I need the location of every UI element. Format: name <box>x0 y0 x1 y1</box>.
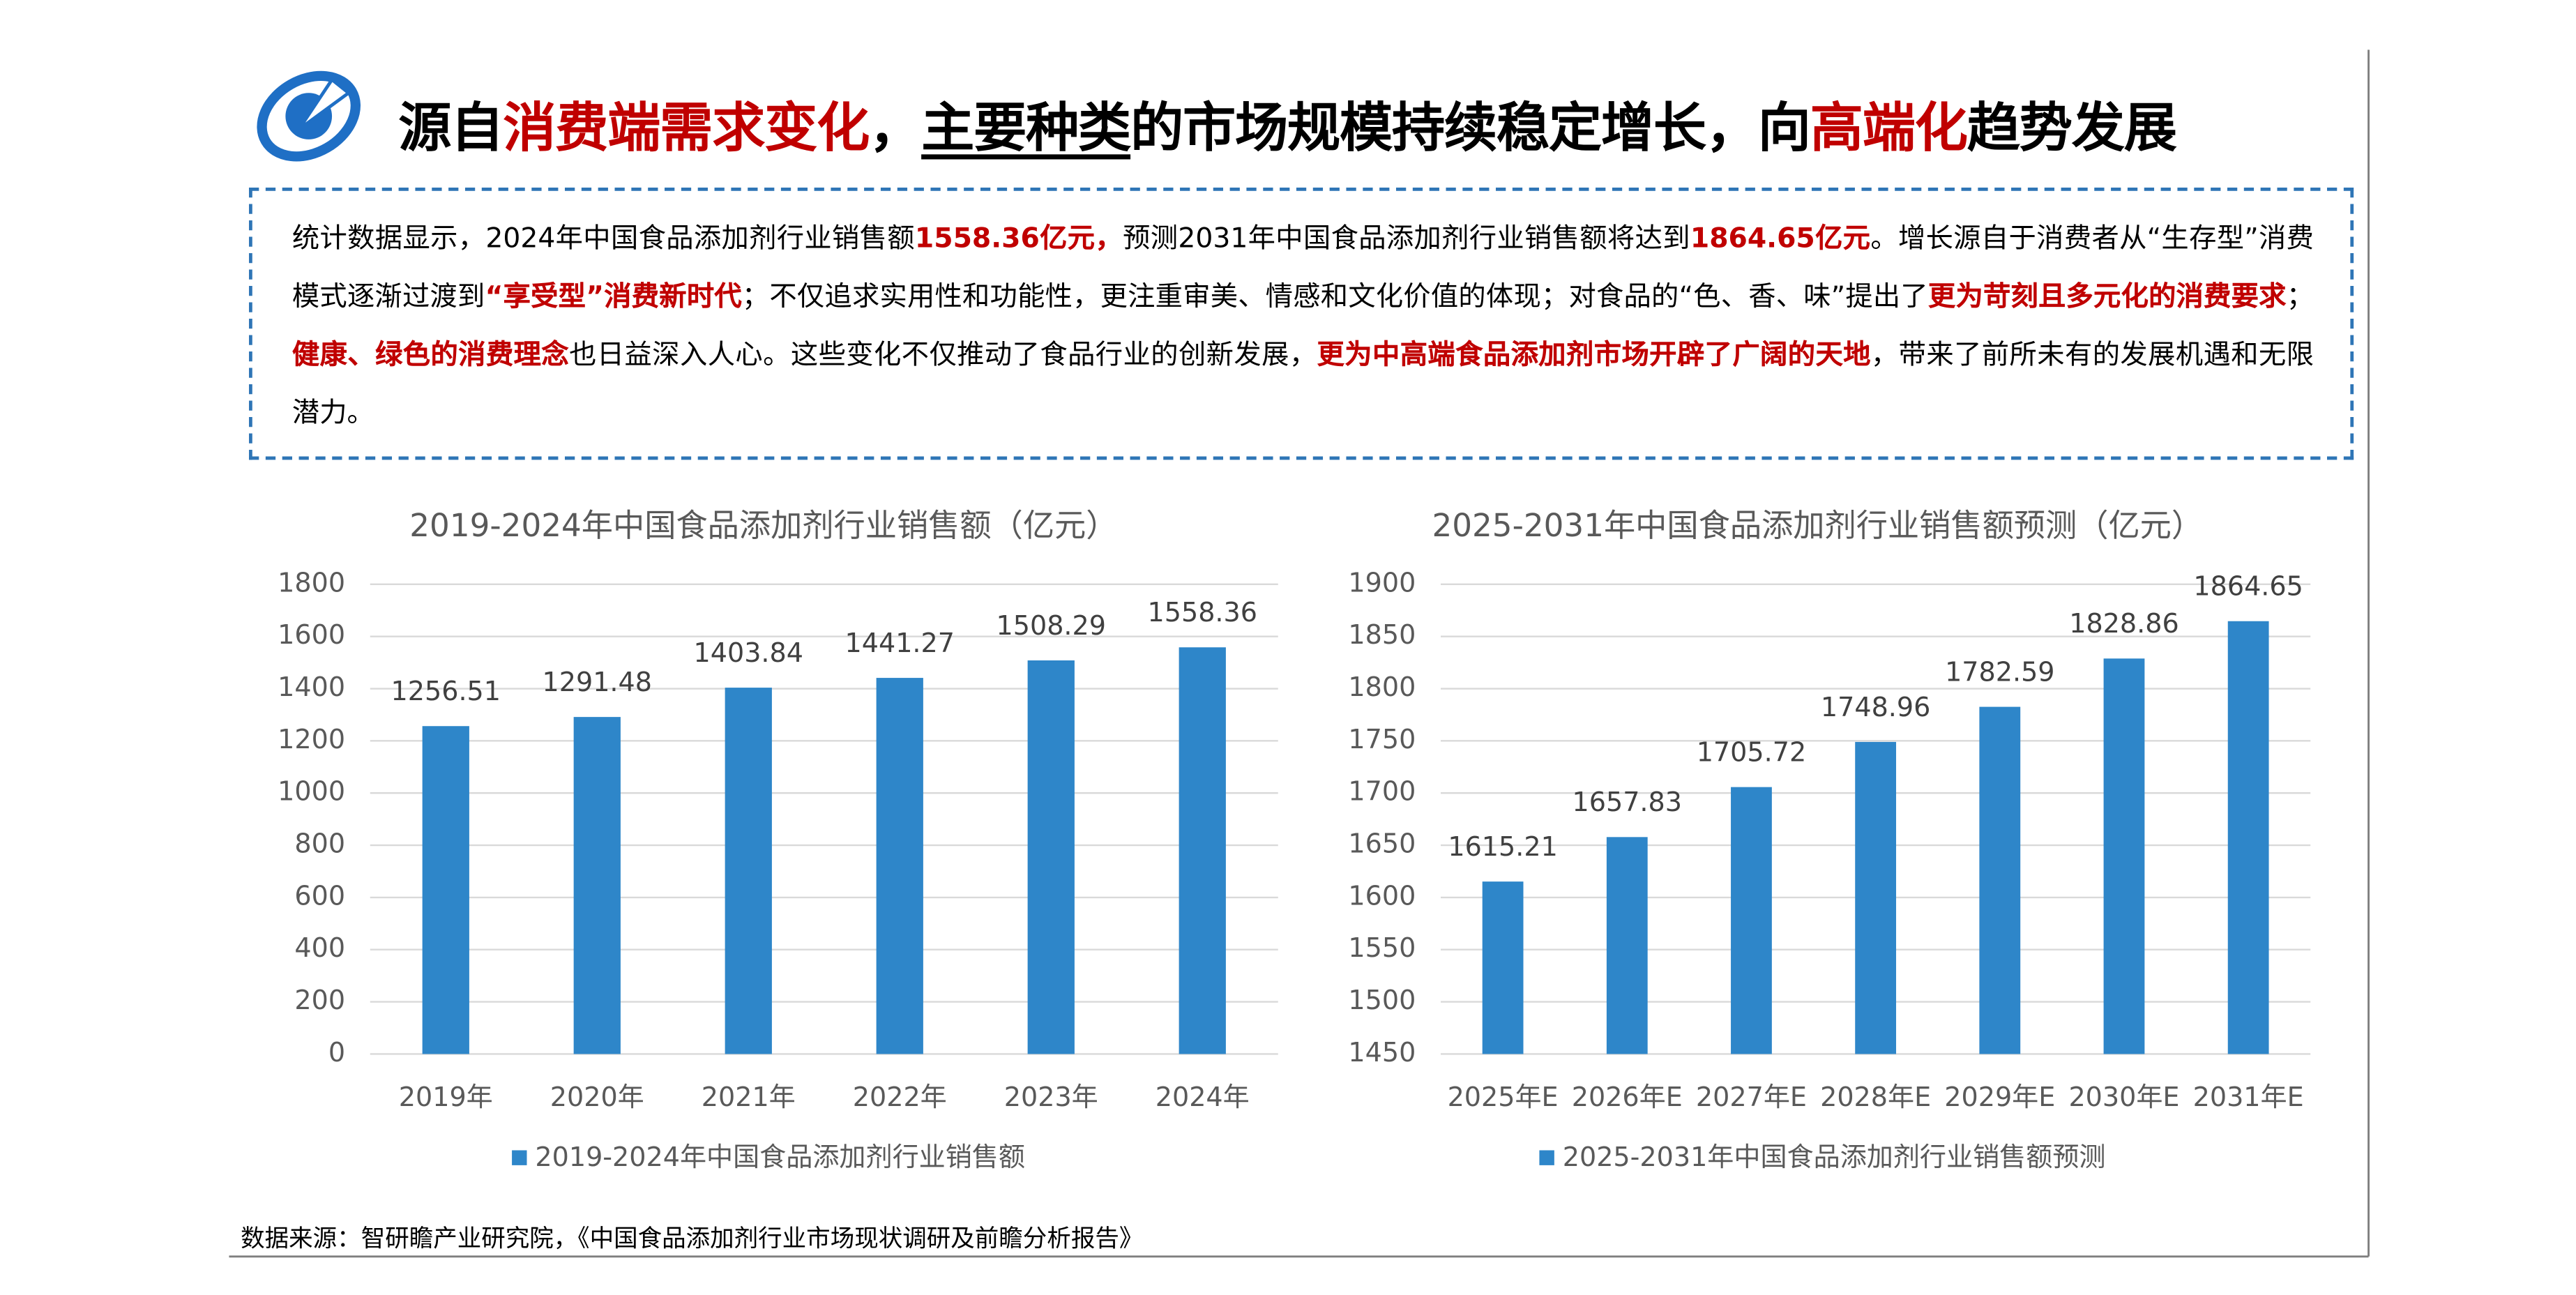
y-tick-label: 1800 <box>1348 672 1416 702</box>
x-tick-label: 2024年 <box>1156 1082 1250 1112</box>
title-segment: 消费端需求变化 <box>503 96 870 160</box>
chart-title: 2025-2031年中国食品添加剂行业销售额预测（亿元） <box>1432 507 2203 544</box>
data-label: 1615.21 <box>1448 831 1557 862</box>
y-tick-label: 1550 <box>1348 932 1416 963</box>
data-label: 1558.36 <box>1148 597 1257 628</box>
y-tick-label: 1800 <box>278 567 345 598</box>
legend-swatch <box>512 1150 527 1165</box>
x-tick-label: 2025年E <box>1448 1082 1559 1112</box>
y-tick-label: 200 <box>294 985 345 1015</box>
data-label: 1256.51 <box>391 676 501 706</box>
x-tick-label: 2027年E <box>1696 1082 1807 1112</box>
x-tick-label: 2028年E <box>1820 1082 1931 1112</box>
y-tick-label: 1500 <box>1348 985 1416 1015</box>
legend-label: 2025-2031年中国食品添加剂行业销售额预测 <box>1563 1142 2106 1172</box>
data-label: 1705.72 <box>1697 737 1806 768</box>
text-segment: 健康、绿色的消费理念 <box>291 338 570 370</box>
x-tick-label: 2020年 <box>550 1082 644 1112</box>
title-segment: 的市场规模持续稳定增长，向 <box>1130 96 1811 160</box>
legend-label: 2019-2024年中国食品添加剂行业销售额 <box>535 1142 1025 1172</box>
text-segment: 。增长源自于消费者从“生存型”消费模式逐渐过渡到 <box>291 222 2314 312</box>
data-label: 1864.65 <box>2193 571 2303 602</box>
legend-swatch <box>1539 1150 1554 1165</box>
text-segment: “享受型”消费新时代 <box>485 280 742 312</box>
x-tick-label: 2023年 <box>1004 1082 1098 1112</box>
x-tick-label: 2030年E <box>2068 1082 2179 1112</box>
y-tick-label: 800 <box>294 828 345 859</box>
y-tick-label: 600 <box>294 880 345 911</box>
text-segment: 1558.36亿元， <box>914 222 1123 255</box>
y-tick-label: 400 <box>294 932 345 963</box>
data-label: 1403.84 <box>694 637 803 668</box>
bar <box>876 678 923 1054</box>
y-tick-label: 1650 <box>1348 828 1416 859</box>
bar <box>725 688 772 1054</box>
data-label: 1828.86 <box>2069 608 2179 639</box>
bar <box>573 717 621 1054</box>
data-label: 1441.27 <box>845 628 955 658</box>
bar <box>1482 881 1524 1054</box>
text-segment: ，带来了前所未有的发展机遇和无限潜力。 <box>291 338 2314 429</box>
data-label: 1782.59 <box>1945 656 2054 687</box>
text-segment: 也日益深入人心。这些变化不仅推动了食品行业的创新发展， <box>569 338 1317 370</box>
bar <box>422 726 469 1054</box>
y-tick-label: 1000 <box>278 776 345 807</box>
logo <box>257 70 361 162</box>
title-segment: ， <box>869 96 922 160</box>
y-tick-label: 1600 <box>278 619 345 650</box>
y-tick-label: 1400 <box>278 672 345 702</box>
text-segment: 1864.65亿元 <box>1690 222 1871 255</box>
bar <box>1606 837 1648 1054</box>
y-tick-label: 1600 <box>1348 880 1416 911</box>
y-tick-label: 1700 <box>1348 776 1416 807</box>
title-segment: 高端化 <box>1810 96 1968 160</box>
title-segment: 趋势发展 <box>1967 96 2177 160</box>
bar <box>2227 621 2269 1054</box>
summary-text: 统计数据显示，2024年中国食品添加剂行业销售额1558.36亿元，预测2031… <box>292 209 2314 441</box>
title-segment: 源自 <box>398 96 503 160</box>
data-label: 1508.29 <box>997 610 1106 641</box>
x-tick-label: 2031年E <box>2193 1082 2304 1112</box>
y-tick-label: 1900 <box>1348 567 1416 598</box>
bar <box>1979 706 2021 1054</box>
text-segment: ；不仅追求实用性和功能性，更注重审美、情感和文化价值的体现；对食品的“色、香、味… <box>741 280 1928 312</box>
summary-box <box>249 187 2354 460</box>
text-segment: 预测2031年中国食品添加剂行业销售额将达到 <box>1123 222 1690 255</box>
bar <box>1179 647 1226 1054</box>
y-tick-label: 1200 <box>278 724 345 755</box>
text-segment: ； <box>2286 280 2314 312</box>
data-label: 1748.96 <box>1821 692 1930 722</box>
bar <box>1027 660 1075 1054</box>
bar <box>1731 787 1772 1054</box>
chart-title: 2019-2024年中国食品添加剂行业销售额（亿元） <box>409 507 1117 544</box>
y-tick-label: 0 <box>328 1037 345 1068</box>
source-note: 数据来源：智研瞻产业研究院，《中国食品添加剂行业市场现状调研及前瞻分析报告》 <box>241 1226 1144 1254</box>
title-segment: 主要种类 <box>921 96 1131 160</box>
bar <box>1855 741 1897 1054</box>
data-label: 1657.83 <box>1573 787 1682 817</box>
x-tick-label: 2019年 <box>399 1082 493 1112</box>
bar <box>2103 658 2145 1054</box>
y-tick-label: 1750 <box>1348 724 1416 755</box>
text-segment: 更为苛刻且多元化的消费要求 <box>1927 280 2287 312</box>
text-segment: 统计数据显示，2024年中国食品添加剂行业销售额 <box>291 222 915 255</box>
x-tick-label: 2022年 <box>853 1082 947 1112</box>
x-tick-label: 2029年E <box>1944 1082 2055 1112</box>
page-title: 源自消费端需求变化，主要种类的市场规模持续稳定增长，向高端化趋势发展 <box>398 86 2177 162</box>
y-tick-label: 1850 <box>1348 619 1416 650</box>
y-tick-label: 1450 <box>1348 1037 1416 1068</box>
x-tick-label: 2026年E <box>1572 1082 1683 1112</box>
x-tick-label: 2021年 <box>702 1082 796 1112</box>
data-label: 1291.48 <box>543 667 652 697</box>
text-segment: 更为中高端食品添加剂市场开辟了广阔的天地 <box>1317 338 1871 370</box>
